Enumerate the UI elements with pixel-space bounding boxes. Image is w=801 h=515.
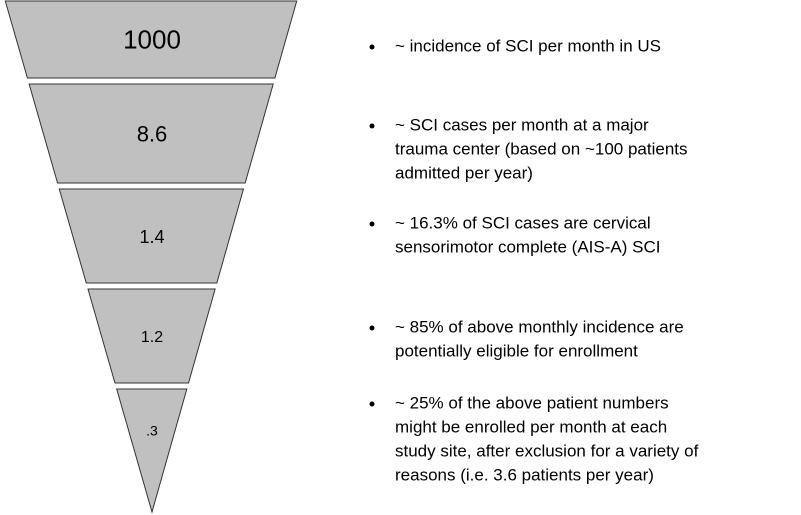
band-label: 1000 (123, 24, 181, 54)
band-label: 8.6 (137, 121, 168, 146)
note-line: ~ SCI cases per month at a major (395, 115, 649, 134)
note-line: potentially eligible for enrollment (395, 341, 638, 360)
note-line: ~ 25% of the above patient numbers (395, 393, 669, 412)
note-line: ~ 85% of above monthly incidence are (395, 317, 684, 336)
bullet (369, 44, 375, 50)
bullet (369, 221, 375, 227)
note-line: might be enrolled per month at each (395, 417, 667, 436)
bullet (369, 325, 375, 331)
note-line: reasons (i.e. 3.6 patients per year) (395, 465, 654, 484)
note-line: study site, after exclusion for a variet… (395, 441, 699, 460)
bullet (369, 401, 375, 407)
note-line: admitted per year) (395, 163, 533, 182)
note-line: ~ 16.3% of SCI cases are cervical (395, 213, 651, 232)
band-label: 1.2 (141, 329, 163, 346)
note-line: sensorimotor complete (AIS-A) SCI (395, 237, 660, 256)
note-line: ~ incidence of SCI per month in US (395, 36, 661, 55)
bullet (369, 123, 375, 129)
funnel-band (116, 388, 188, 514)
band-label: 1.4 (139, 227, 164, 247)
funnel-band (28, 83, 274, 184)
funnel-band (58, 188, 245, 284)
funnel-band (4, 0, 298, 79)
band-label: .3 (146, 423, 158, 439)
funnel-band (87, 288, 216, 384)
note-line: trauma center (based on ~100 patients (395, 139, 688, 158)
